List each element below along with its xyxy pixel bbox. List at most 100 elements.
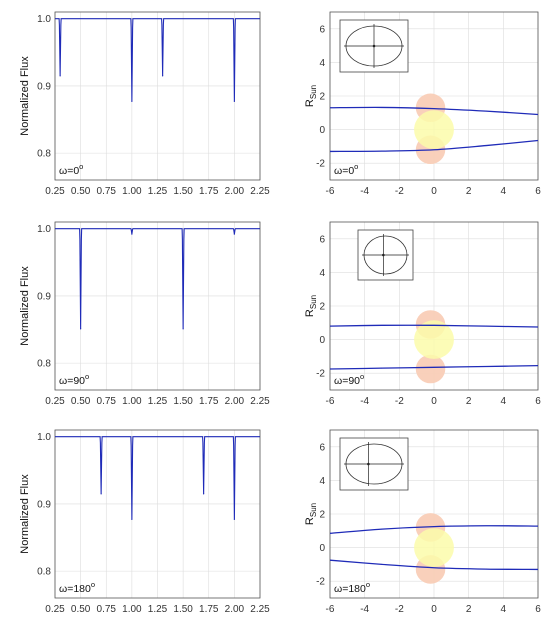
companion-star	[415, 354, 446, 384]
x-tick-label: 0.25	[45, 396, 65, 407]
x-tick-label: -4	[360, 186, 369, 197]
eclipse-dip-point	[162, 75, 164, 77]
y-tick-label: 0	[319, 543, 325, 554]
y-tick-label: 0.9	[37, 499, 51, 510]
eclipse-dip-point	[131, 518, 133, 520]
y-tick-label: 6	[319, 234, 325, 245]
flux-panel-0: 0.25 0.50 0.75 1.00 1.25 1.50 1.75 2.00 2.25 0.8 0…	[19, 11, 270, 197]
lower-orbit-track	[330, 139, 538, 153]
eclipse-dip-point	[131, 100, 133, 102]
x-tick-label: 1.00	[122, 186, 142, 197]
ylabel-sub: Sun	[309, 295, 318, 309]
x-tick-label: 6	[535, 604, 541, 615]
eclipse-dip-point	[59, 75, 61, 77]
omega-annotation: ω=0o	[59, 162, 83, 177]
y-tick-label: 0.9	[37, 81, 51, 92]
x-tick-label: 0.75	[97, 604, 117, 615]
ylabel-sub: Sun	[309, 503, 318, 517]
y-tick-label: -2	[316, 369, 325, 380]
primary-star	[414, 110, 454, 149]
y-axis-label: Normalized Flux	[19, 474, 31, 554]
flux-panel-2: 0.25 0.50 0.75 1.00 1.25 1.50 1.75 2.00 2.25 0.8 0…	[19, 429, 270, 615]
x-tick-label: 1.25	[148, 396, 168, 407]
y-tick-label: 4	[319, 58, 325, 69]
degree-sup: o	[354, 162, 358, 171]
omega-value: ω=0	[334, 165, 354, 177]
plot-frame	[329, 429, 539, 599]
y-tick-label: 2	[319, 302, 325, 313]
eclipse-dip-point	[203, 493, 205, 495]
orbit-panel-2: -6 -4 -2 0 2 4 6 -2 0 2 4 6 RSun ω=180o	[304, 429, 541, 615]
omega-annotation: ω=90o	[59, 372, 89, 387]
y-axis-label: Normalized Flux	[19, 266, 31, 346]
x-tick-label: 0.75	[97, 186, 117, 197]
orbit-panel-0: -6 -4 -2 0 2 4 6 -2 0 2 4 6 RSun ω=0o	[304, 11, 541, 197]
x-tick-label: 1.25	[148, 186, 168, 197]
orbit-inset	[357, 229, 414, 281]
plot-frame	[54, 11, 261, 181]
omega-annotation: ω=180o	[334, 580, 370, 595]
inset-focus-dot	[382, 253, 385, 257]
primary-star	[414, 320, 454, 359]
y-tick-label: 0.8	[37, 359, 51, 370]
x-tick-label: 1.50	[173, 604, 193, 615]
y-tick-label: 1.0	[37, 432, 51, 443]
x-tick-label: 1.00	[122, 604, 142, 615]
x-tick-label: 2.00	[225, 604, 245, 615]
orbit-inset	[339, 437, 409, 491]
x-tick-label: 1.00	[122, 396, 142, 407]
x-tick-label: -6	[326, 604, 335, 615]
flux-curve	[55, 18, 260, 102]
y-tick-label: 4	[319, 268, 325, 279]
x-tick-label: 0.25	[45, 186, 65, 197]
eclipse-dip-point	[233, 233, 235, 235]
x-tick-label: 0.50	[71, 396, 91, 407]
eclipse-dip-point	[100, 493, 102, 495]
y-tick-label: 0.8	[37, 567, 51, 578]
y-axis-label: RSun	[304, 85, 318, 107]
x-tick-label: 2	[466, 186, 472, 197]
degree-sup: o	[366, 580, 370, 589]
y-axis-label: Normalized Flux	[19, 56, 31, 136]
orbit-content	[330, 93, 538, 165]
x-tick-label: 6	[535, 396, 541, 407]
x-tick-label: -4	[360, 604, 369, 615]
degree-sup: o	[79, 162, 83, 171]
eclipse-dip-point	[131, 233, 133, 235]
x-tick-label: 1.75	[199, 186, 219, 197]
omega-value: ω=0	[59, 165, 79, 177]
ylabel-sub: Sun	[309, 85, 318, 99]
y-axis-label: RSun	[304, 295, 318, 317]
y-tick-label: 0	[319, 335, 325, 346]
y-axis-label: RSun	[304, 503, 318, 525]
y-tick-label: 0.9	[37, 291, 51, 302]
omega-annotation: ω=90o	[334, 372, 364, 387]
degree-sup: o	[85, 372, 89, 381]
degree-sup: o	[91, 580, 95, 589]
eclipse-dip-point	[182, 328, 184, 330]
x-tick-label: 1.75	[199, 604, 219, 615]
y-tick-label: -2	[316, 159, 325, 170]
orbit-content	[330, 310, 538, 384]
flux-panel-1: 0.25 0.50 0.75 1.00 1.25 1.50 1.75 2.00 2.25 0.8 0…	[19, 221, 270, 407]
x-tick-label: 0	[431, 604, 437, 615]
x-tick-label: 4	[501, 186, 507, 197]
orbit-inset	[339, 19, 409, 73]
x-tick-label: 4	[501, 396, 507, 407]
y-tick-label: 2	[319, 92, 325, 103]
x-tick-label: -2	[395, 186, 404, 197]
omega-value: ω=90	[334, 375, 360, 387]
ylabel-base: R	[304, 517, 316, 525]
inset-focus-dot	[372, 44, 376, 48]
x-tick-label: -6	[326, 396, 335, 407]
primary-star	[414, 528, 454, 567]
plot-frame	[329, 221, 539, 391]
x-tick-label: -4	[360, 396, 369, 407]
flux-curve	[55, 228, 260, 329]
orbit-content	[330, 513, 538, 584]
x-tick-label: -2	[395, 604, 404, 615]
orbit-panel-1: -6 -4 -2 0 2 4 6 -2 0 2 4 6 RSun ω=90o	[304, 221, 541, 407]
lower-orbit-track	[330, 364, 538, 370]
omega-value: ω=180	[334, 583, 366, 595]
